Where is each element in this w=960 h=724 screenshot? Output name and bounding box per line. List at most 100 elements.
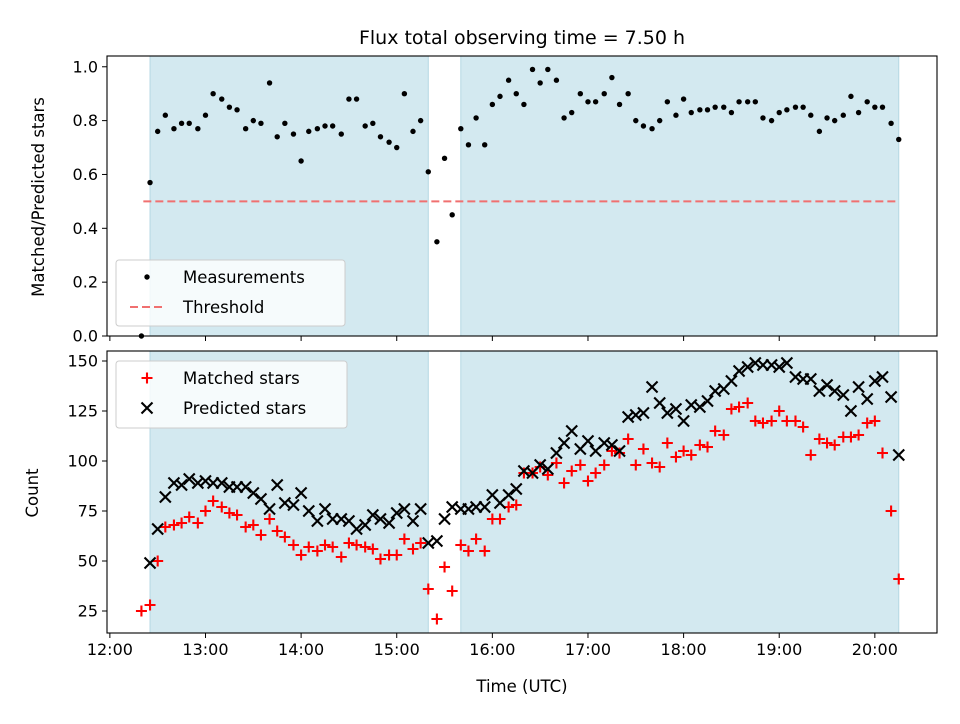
x-tick-label: 17:00 bbox=[565, 640, 611, 659]
y-tick-label: 100 bbox=[67, 452, 98, 471]
legend-label: Predicted stars bbox=[183, 399, 306, 418]
data-point-dot bbox=[545, 66, 551, 73]
data-point-x bbox=[302, 504, 316, 518]
data-point-dot bbox=[266, 80, 273, 86]
data-point-dot bbox=[441, 155, 448, 162]
data-point-x bbox=[175, 478, 188, 492]
data-point-plus bbox=[861, 417, 873, 429]
data-point-plus bbox=[566, 465, 578, 477]
data-point-dot bbox=[306, 128, 312, 135]
data-point-dot bbox=[250, 117, 257, 124]
data-point-dot bbox=[314, 125, 321, 132]
y-tick-label: 50 bbox=[78, 552, 98, 571]
data-point-plus bbox=[144, 599, 156, 611]
data-point-dot bbox=[784, 107, 790, 113]
x-tick-label: 12:00 bbox=[87, 640, 133, 659]
data-point-plus bbox=[789, 415, 801, 427]
data-point-dot bbox=[736, 99, 742, 105]
data-point-x bbox=[884, 390, 898, 404]
data-point-dot bbox=[649, 125, 655, 132]
data-point-plus bbox=[152, 555, 164, 567]
data-point-x bbox=[765, 358, 778, 372]
data-point-x bbox=[390, 506, 403, 520]
data-point-plus bbox=[885, 505, 897, 517]
data-point-x bbox=[661, 406, 674, 420]
data-point-dot bbox=[561, 115, 567, 121]
data-point-x bbox=[350, 522, 363, 536]
data-point-plus bbox=[192, 517, 204, 529]
data-point-dot bbox=[513, 90, 519, 97]
data-point-dot bbox=[386, 139, 392, 145]
data-point-x bbox=[637, 406, 650, 420]
data-point-plus bbox=[757, 417, 769, 429]
data-point-plus bbox=[773, 405, 785, 417]
legend-label: Measurements bbox=[183, 268, 305, 287]
data-point-plus bbox=[494, 513, 506, 525]
data-point-plus bbox=[702, 441, 714, 453]
x-tick-label: 20:00 bbox=[852, 640, 898, 659]
data-point-plus bbox=[159, 521, 171, 533]
data-point-plus bbox=[685, 449, 697, 461]
data-point-dot bbox=[505, 77, 512, 83]
data-point-dot bbox=[577, 90, 584, 97]
data-point-dot bbox=[298, 158, 304, 164]
data-point-plus bbox=[813, 433, 825, 445]
data-point-plus bbox=[240, 521, 252, 533]
data-point-x bbox=[533, 458, 547, 472]
data-point-dot bbox=[147, 179, 153, 186]
data-point-x bbox=[510, 482, 523, 496]
data-point-x bbox=[852, 380, 865, 394]
data-point-x bbox=[677, 414, 690, 428]
data-point-dot bbox=[673, 112, 679, 118]
data-point-plus bbox=[725, 403, 737, 415]
legend-swatch bbox=[140, 401, 154, 415]
data-point-dot bbox=[473, 115, 479, 121]
y-tick-label: 0.2 bbox=[73, 273, 98, 292]
data-point-plus bbox=[264, 513, 276, 525]
data-point-plus bbox=[558, 477, 570, 489]
data-point-x bbox=[669, 402, 683, 416]
data-point-x bbox=[478, 500, 491, 514]
data-point-x bbox=[749, 356, 762, 370]
data-point-x bbox=[318, 502, 332, 516]
panel-0: 0.0 0.2 0.4 0.6 0.8 1.0 Measurements Threshold bbox=[73, 55, 938, 346]
data-point-plus bbox=[319, 539, 331, 551]
y-tick-label: 25 bbox=[78, 602, 98, 621]
data-point-plus bbox=[845, 431, 857, 443]
data-point-plus bbox=[431, 613, 443, 625]
data-point-plus bbox=[455, 539, 467, 551]
data-point-dot bbox=[195, 125, 201, 132]
data-point-plus bbox=[231, 509, 243, 521]
data-point-x bbox=[772, 360, 786, 374]
data-point-plus bbox=[439, 561, 451, 573]
data-point-x bbox=[215, 476, 228, 490]
data-point-plus bbox=[614, 447, 626, 459]
data-point-plus bbox=[279, 531, 291, 543]
legend-swatch bbox=[144, 274, 150, 280]
data-point-dot bbox=[704, 107, 711, 113]
data-point-dot bbox=[529, 66, 536, 73]
data-point-dot bbox=[569, 109, 575, 116]
data-point-plus bbox=[422, 583, 434, 595]
data-point-x bbox=[653, 396, 666, 410]
data-point-dot bbox=[728, 109, 735, 116]
data-point-x bbox=[398, 502, 411, 516]
legend-swatch bbox=[141, 372, 153, 384]
data-point-plus bbox=[311, 545, 323, 557]
data-point-x bbox=[876, 370, 889, 384]
data-point-plus bbox=[829, 439, 841, 451]
data-point-dot bbox=[721, 104, 727, 110]
data-point-dot bbox=[744, 99, 751, 105]
y-tick-label: 75 bbox=[78, 502, 98, 521]
data-point-x bbox=[844, 404, 858, 418]
data-point-plus bbox=[678, 445, 690, 457]
data-point-plus bbox=[797, 421, 809, 433]
data-point-dot bbox=[329, 123, 336, 129]
data-point-plus bbox=[742, 397, 754, 409]
data-point-dot bbox=[370, 120, 376, 127]
data-point-dot bbox=[178, 120, 185, 127]
data-point-dot bbox=[855, 109, 862, 116]
data-point-plus bbox=[247, 519, 259, 531]
data-point-dot bbox=[616, 101, 623, 108]
x-tick-label: 14:00 bbox=[278, 640, 324, 659]
